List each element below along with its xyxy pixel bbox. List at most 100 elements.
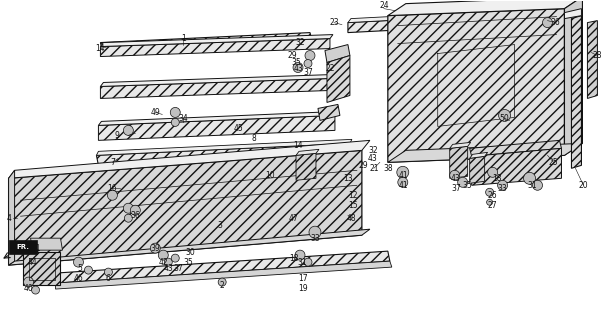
Text: 7: 7: [110, 158, 115, 167]
Polygon shape: [469, 156, 485, 183]
Text: 47: 47: [288, 214, 298, 223]
Text: 33: 33: [498, 184, 508, 193]
Text: 50: 50: [500, 114, 510, 123]
Polygon shape: [100, 75, 333, 86]
Text: 12: 12: [348, 191, 358, 200]
Circle shape: [108, 190, 117, 200]
Circle shape: [398, 177, 408, 187]
Circle shape: [488, 167, 497, 177]
Circle shape: [158, 250, 168, 260]
Text: 3: 3: [218, 221, 223, 230]
Polygon shape: [572, 16, 581, 168]
Circle shape: [542, 18, 553, 28]
Text: 5: 5: [77, 264, 82, 273]
Circle shape: [85, 266, 92, 274]
Circle shape: [150, 243, 161, 253]
Circle shape: [170, 108, 180, 117]
Text: 44: 44: [28, 258, 38, 267]
Circle shape: [486, 199, 492, 205]
Polygon shape: [469, 140, 561, 156]
Text: 29: 29: [358, 161, 368, 170]
Polygon shape: [348, 12, 542, 33]
Polygon shape: [9, 229, 370, 265]
Text: 46: 46: [74, 274, 83, 283]
Polygon shape: [9, 150, 362, 265]
Text: 6: 6: [106, 274, 111, 283]
Text: 23: 23: [329, 18, 339, 27]
Text: 34: 34: [178, 114, 188, 123]
Polygon shape: [30, 238, 63, 250]
Polygon shape: [564, 9, 581, 19]
Circle shape: [164, 258, 172, 266]
Text: 14: 14: [95, 44, 105, 53]
Text: 9: 9: [115, 131, 120, 140]
Text: 41: 41: [399, 181, 409, 190]
Polygon shape: [348, 9, 542, 23]
Text: 35: 35: [184, 258, 193, 267]
Text: 36: 36: [131, 211, 140, 220]
Polygon shape: [450, 146, 468, 178]
Circle shape: [123, 125, 133, 135]
Text: 8: 8: [252, 134, 257, 143]
Text: 35: 35: [463, 181, 472, 190]
Text: 27: 27: [488, 201, 497, 210]
Text: 37: 37: [452, 184, 461, 193]
Circle shape: [295, 250, 305, 260]
Polygon shape: [388, 9, 564, 162]
Text: 36: 36: [551, 18, 561, 27]
Text: 33: 33: [310, 234, 320, 243]
Polygon shape: [100, 33, 312, 51]
Polygon shape: [100, 78, 330, 99]
Polygon shape: [97, 143, 352, 165]
Circle shape: [486, 188, 494, 196]
Text: 38: 38: [383, 164, 393, 173]
Circle shape: [125, 214, 133, 222]
Text: 43: 43: [451, 174, 461, 183]
Text: 43: 43: [293, 64, 303, 73]
Circle shape: [171, 118, 179, 126]
Circle shape: [24, 277, 33, 287]
Text: 17: 17: [298, 274, 308, 283]
Text: 31: 31: [528, 181, 537, 190]
Polygon shape: [296, 149, 319, 155]
Polygon shape: [450, 142, 471, 148]
Text: 32: 32: [368, 146, 378, 155]
Text: 22: 22: [325, 64, 334, 73]
Polygon shape: [55, 261, 392, 289]
Polygon shape: [97, 140, 352, 155]
Polygon shape: [100, 39, 330, 57]
Circle shape: [304, 60, 312, 68]
Polygon shape: [318, 104, 340, 120]
Text: 43: 43: [368, 154, 378, 163]
Text: 42: 42: [159, 258, 168, 267]
Polygon shape: [98, 111, 338, 125]
Text: 13: 13: [343, 174, 353, 183]
Text: 29: 29: [287, 51, 297, 60]
Text: 2: 2: [219, 281, 224, 290]
Circle shape: [304, 258, 312, 266]
Text: 37: 37: [173, 264, 183, 273]
Circle shape: [309, 226, 321, 238]
Text: 24: 24: [379, 1, 389, 10]
Circle shape: [305, 51, 315, 60]
Text: 30: 30: [185, 248, 195, 257]
Text: 18: 18: [289, 254, 299, 263]
Polygon shape: [296, 153, 316, 180]
Text: FR.: FR.: [16, 244, 29, 250]
Circle shape: [450, 170, 460, 180]
Text: 18: 18: [492, 174, 502, 183]
Circle shape: [123, 203, 133, 213]
Polygon shape: [388, 0, 582, 16]
Polygon shape: [9, 170, 15, 265]
Circle shape: [293, 62, 303, 73]
Circle shape: [458, 177, 468, 187]
Text: 28: 28: [593, 51, 602, 60]
Text: 40: 40: [24, 284, 33, 292]
Polygon shape: [388, 143, 582, 162]
Circle shape: [523, 172, 536, 184]
Text: 11: 11: [31, 244, 40, 253]
Text: 25: 25: [548, 158, 558, 167]
Text: 37: 37: [303, 68, 313, 77]
Text: 16: 16: [108, 184, 117, 193]
Polygon shape: [327, 56, 350, 102]
